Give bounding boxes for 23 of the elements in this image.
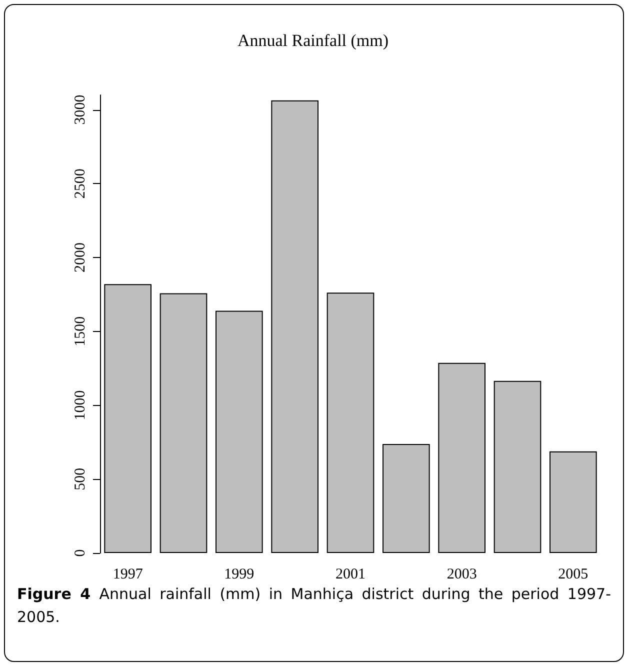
chart-title: Annual Rainfall (mm) bbox=[237, 31, 389, 50]
bar bbox=[160, 293, 208, 553]
y-tick-label: 3000 bbox=[72, 94, 88, 125]
bar bbox=[326, 292, 374, 553]
x-tick-label: 1997 bbox=[112, 566, 144, 582]
y-tick-label: 1500 bbox=[72, 316, 88, 346]
x-tick-label: 2003 bbox=[446, 566, 477, 582]
x-tick-label: 1999 bbox=[224, 566, 254, 582]
bar bbox=[494, 380, 542, 553]
y-tick-label: 0 bbox=[72, 549, 88, 557]
bar bbox=[550, 451, 597, 553]
bar bbox=[216, 310, 263, 553]
y-tick-label: 1000 bbox=[72, 390, 88, 420]
y-tick-label: 2500 bbox=[72, 168, 88, 199]
bar bbox=[104, 284, 152, 553]
x-tick-label: 2001 bbox=[336, 566, 366, 582]
bar bbox=[438, 362, 486, 553]
text: Figure 4 Annual rainfall (mm) in Manhiça district during the period 1997-2005. bbox=[17, 585, 611, 626]
y-tick-label: 2000 bbox=[72, 242, 88, 273]
bar bbox=[271, 100, 318, 553]
x-tick-label: 2005 bbox=[558, 566, 588, 582]
bar bbox=[382, 444, 430, 553]
y-tick-label: 500 bbox=[72, 468, 88, 490]
